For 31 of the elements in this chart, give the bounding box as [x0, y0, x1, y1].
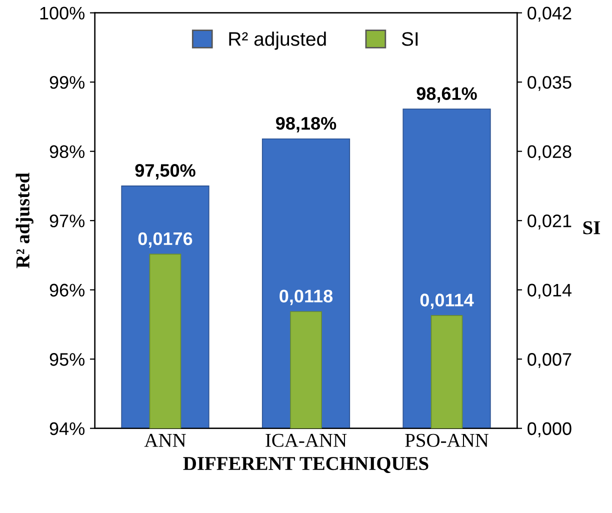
y2-tick-label: 0,021	[528, 214, 572, 230]
bar	[290, 311, 322, 428]
y2-tick-label: 0,000	[528, 422, 572, 438]
y2-tick-label: 0,007	[528, 353, 572, 368]
y2-tick-label: 0,028	[528, 145, 572, 160]
legend-label: SI	[402, 32, 418, 46]
data-label: 97,50%	[135, 164, 196, 180]
y2-axis-title: SI	[583, 221, 600, 234]
y2-tick-label: 0,014	[528, 284, 572, 299]
bar	[149, 254, 182, 428]
x-tick-label: ICA-ANN	[266, 434, 347, 447]
data-label: 0,0176	[138, 232, 192, 248]
y-tick-label: 94%	[50, 422, 84, 436]
y2-tick-label: 0,042	[528, 6, 572, 22]
y-tick-label: 95%	[50, 353, 84, 366]
y-tick-label: 98%	[50, 145, 84, 158]
y-tick-label: 97%	[50, 214, 84, 228]
data-label: 98,18%	[276, 116, 336, 132]
x-tick-label: ANN	[144, 434, 186, 447]
y-tick-label: 100%	[40, 6, 84, 20]
data-label: 0,0118	[280, 290, 333, 306]
x-tick-label: PSO-ANN	[405, 434, 488, 447]
y-axis-title: R² adjusted	[16, 172, 34, 268]
data-label: 0,0114	[420, 294, 474, 310]
y-tick-label: 99%	[50, 76, 84, 89]
legend-label: R² adjusted	[229, 32, 326, 50]
data-label: 98,61%	[416, 87, 477, 103]
x-axis-title: DIFFERENT TECHNIQUES	[183, 457, 428, 474]
y-tick-label: 96%	[50, 284, 84, 297]
bar	[430, 315, 463, 428]
y2-tick-label: 0,035	[528, 76, 572, 91]
